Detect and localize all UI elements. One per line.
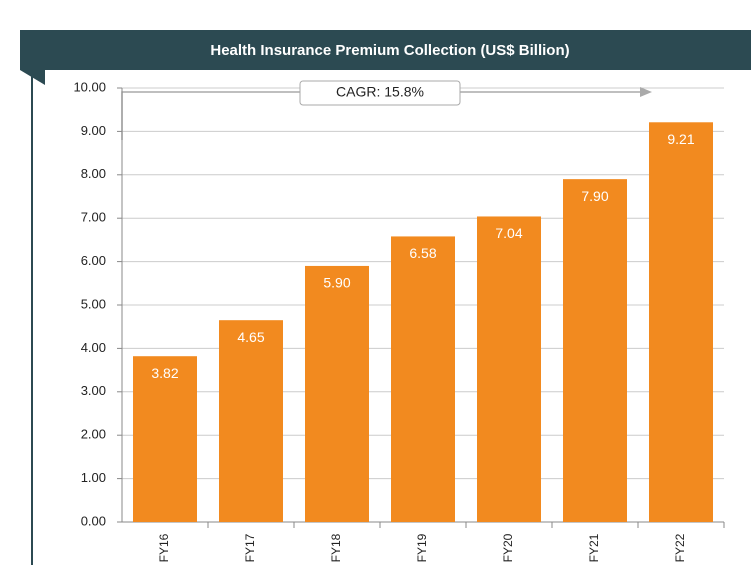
bar: [133, 356, 197, 522]
y-tick-label: 2.00: [81, 427, 106, 442]
cagr-arrow: [640, 87, 652, 97]
bar: [477, 216, 541, 523]
x-tick-label: FY21: [587, 533, 601, 562]
cagr-label: CAGR: 15.8%: [336, 84, 424, 100]
value-label: 5.90: [323, 275, 350, 291]
y-tick-label: 8.00: [81, 166, 106, 181]
x-tick-label: FY17: [243, 533, 257, 562]
value-label: 3.82: [151, 365, 178, 381]
y-tick-label: 1.00: [81, 470, 106, 485]
value-label: 9.21: [667, 131, 694, 147]
value-label: 6.58: [409, 245, 436, 261]
value-label: 7.90: [581, 188, 608, 204]
chart-title: Health Insurance Premium Collection (US$…: [210, 42, 569, 59]
bar: [563, 179, 627, 522]
x-tick-label: FY19: [415, 533, 429, 562]
y-tick-label: 0.00: [81, 513, 106, 528]
x-tick-label: FY18: [329, 533, 343, 562]
y-tick-label: 3.00: [81, 383, 106, 398]
y-tick-label: 9.00: [81, 123, 106, 138]
cagr-box: [299, 80, 461, 106]
x-tick-label: FY20: [501, 533, 515, 562]
bar: [391, 236, 455, 523]
y-tick-label: 7.00: [81, 210, 106, 225]
y-tick-label: 5.00: [81, 296, 106, 311]
header-bar: [20, 30, 751, 85]
y-tick-label: 10.00: [73, 79, 106, 94]
bar: [219, 320, 283, 522]
y-tick-label: 6.00: [81, 253, 106, 268]
x-tick-label: FY22: [673, 533, 687, 562]
bar: [649, 122, 713, 522]
x-tick-label: FY16: [157, 533, 171, 562]
y-tick-label: 4.00: [81, 340, 106, 355]
value-label: 7.04: [495, 225, 522, 241]
bar: [305, 265, 369, 522]
value-label: 4.65: [237, 329, 264, 345]
